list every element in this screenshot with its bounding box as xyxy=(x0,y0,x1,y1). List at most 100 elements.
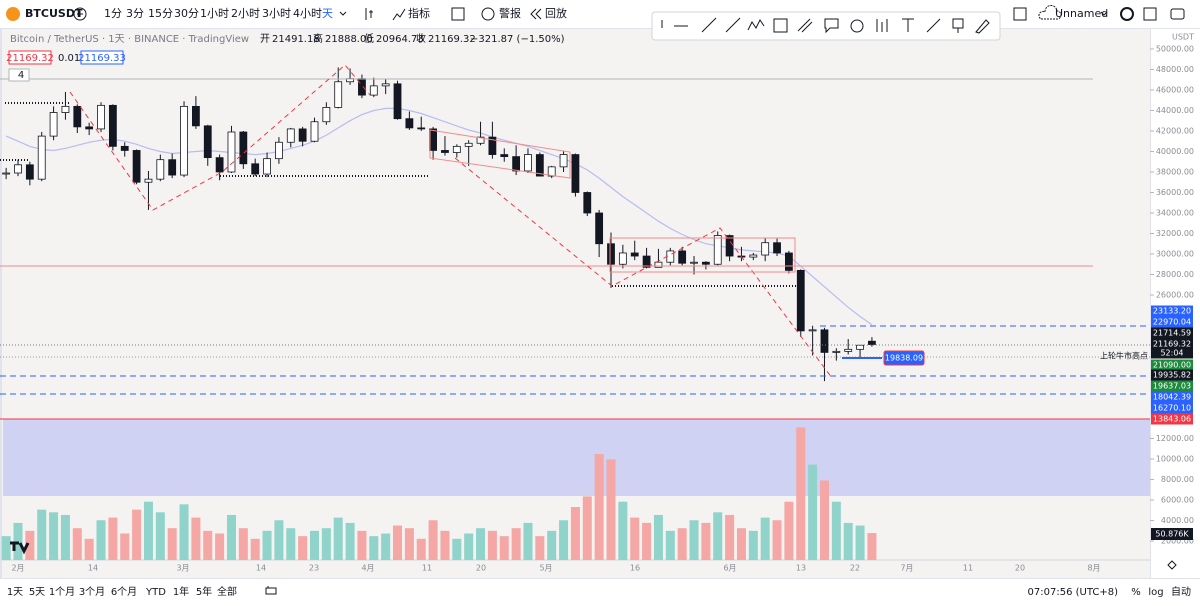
alert-label: 19838.09 xyxy=(885,354,923,363)
interval-button[interactable]: 3小时 xyxy=(262,7,291,20)
interval-button[interactable]: 15分 xyxy=(148,7,173,20)
tool-ray[interactable] xyxy=(926,18,941,33)
auto-toggle[interactable]: 自动 xyxy=(1171,585,1191,598)
scale-settings[interactable] xyxy=(1167,560,1177,570)
volume-bar xyxy=(72,528,82,560)
alert-box[interactable] xyxy=(883,350,925,366)
candle-body xyxy=(405,118,414,129)
tool-trend[interactable] xyxy=(725,17,741,33)
indicator-toggle[interactable] xyxy=(8,68,30,82)
volume-bar xyxy=(310,530,319,560)
candle-body xyxy=(85,126,94,130)
range-button[interactable]: 6个月 xyxy=(111,586,137,598)
range-button[interactable]: 1天 xyxy=(7,587,23,598)
price-marker xyxy=(1151,305,1193,317)
interval-chevron[interactable] xyxy=(339,11,347,16)
clock: 07:07:56 (UTC+8) xyxy=(1028,587,1119,598)
candle-body xyxy=(524,154,532,172)
layout-name[interactable]: Unnamed xyxy=(1055,7,1108,20)
volume-bar xyxy=(642,522,652,560)
range-button[interactable]: 5年 xyxy=(196,585,212,598)
volume-bar xyxy=(547,530,557,560)
goto-date-button[interactable] xyxy=(265,586,277,595)
symbol[interactable]: BTCUSDT xyxy=(25,7,83,20)
tool-rect[interactable] xyxy=(773,18,788,33)
volume-bar xyxy=(215,533,225,560)
range-button[interactable]: YTD xyxy=(145,587,166,598)
volume-bar xyxy=(559,520,569,560)
candle-body xyxy=(761,242,770,256)
replay-button[interactable]: 回放 xyxy=(545,6,567,20)
volume-bar xyxy=(677,528,687,560)
candle-body xyxy=(749,254,758,258)
price-marker-label: 19935.82 xyxy=(1153,371,1191,380)
range-button[interactable]: 5天 xyxy=(29,587,45,598)
price-marker-label: 13843.06 xyxy=(1153,415,1191,424)
x-tick-label: 23 xyxy=(309,564,319,573)
interval-button[interactable]: 天 xyxy=(322,7,333,20)
candle-body xyxy=(120,145,129,151)
interval-button[interactable]: 30分 xyxy=(174,7,199,20)
chart-type-button[interactable] xyxy=(365,8,373,20)
settings-button[interactable] xyxy=(1120,7,1134,21)
ask-box[interactable] xyxy=(80,50,124,65)
range-button[interactable]: 全部 xyxy=(217,585,237,598)
replay-icon xyxy=(530,8,542,20)
candle-body xyxy=(417,127,426,130)
price-marker xyxy=(1151,369,1193,381)
fullscreen-button[interactable] xyxy=(1143,7,1157,21)
candle-body xyxy=(441,150,449,153)
volume-bar xyxy=(321,528,331,560)
chevron[interactable] xyxy=(1100,11,1108,16)
plus-icon xyxy=(77,11,83,17)
log-toggle[interactable]: log xyxy=(1148,587,1163,598)
tool-brush[interactable] xyxy=(952,18,964,33)
tool-eraser[interactable] xyxy=(975,19,990,34)
volume-bar xyxy=(203,530,213,560)
tool-path[interactable] xyxy=(747,19,765,31)
range-group: 1天 5天 1个月 3个月 6个月 YTD 1年 5年 全部 xyxy=(7,585,237,598)
tool-circle[interactable] xyxy=(850,19,864,33)
volume-bar xyxy=(143,501,153,560)
tool-channel[interactable] xyxy=(797,18,813,33)
percent-toggle[interactable]: % xyxy=(1131,587,1141,598)
range-button[interactable]: 1年 xyxy=(173,585,189,598)
price-axis xyxy=(1151,29,1200,578)
range-button[interactable]: 3个月 xyxy=(79,586,105,598)
tool-callout[interactable] xyxy=(824,18,839,34)
volume-bar xyxy=(784,501,794,560)
compare-button[interactable] xyxy=(73,7,87,21)
price-marker xyxy=(1151,391,1193,403)
layout-button[interactable] xyxy=(451,7,465,21)
legend-value: 21888.00 xyxy=(325,34,373,45)
volume-bar xyxy=(428,520,438,560)
annotation: 上轮牛市高点 xyxy=(1100,351,1148,361)
tool-curve[interactable] xyxy=(701,17,717,33)
checkbox[interactable] xyxy=(1013,7,1027,21)
volume-bar xyxy=(132,509,142,560)
price-marker xyxy=(1151,338,1193,359)
tool-fib[interactable] xyxy=(876,19,888,32)
bid-box[interactable] xyxy=(8,50,52,65)
tool-text[interactable] xyxy=(902,18,914,32)
volume-bar xyxy=(37,509,47,560)
volume-bar xyxy=(594,454,604,560)
y-tick-label: 8000.00 xyxy=(1161,475,1194,484)
interval-button[interactable]: 2小时 xyxy=(231,7,260,20)
interval-button[interactable]: 3分 xyxy=(126,7,144,20)
range-button[interactable]: 1个月 xyxy=(49,586,75,598)
candle-body xyxy=(547,166,556,177)
interval-button[interactable]: 1小时 xyxy=(200,7,229,20)
drag-handle[interactable] xyxy=(661,20,664,28)
interval-button[interactable]: 1分 xyxy=(104,7,122,20)
volume-bar xyxy=(1,536,11,560)
indicators-button[interactable]: 指标 xyxy=(408,6,430,20)
volume-bar xyxy=(582,496,592,560)
y-tick-label: 10000.00 xyxy=(1156,455,1194,464)
x-tick-label: 6月 xyxy=(723,564,736,573)
candle-body xyxy=(298,128,307,142)
alerts-button[interactable]: 警报 xyxy=(499,6,521,20)
interval-button[interactable]: 4小时 xyxy=(293,7,322,20)
snapshot-button[interactable] xyxy=(1170,8,1185,20)
x-tick-label: 14 xyxy=(256,564,266,573)
